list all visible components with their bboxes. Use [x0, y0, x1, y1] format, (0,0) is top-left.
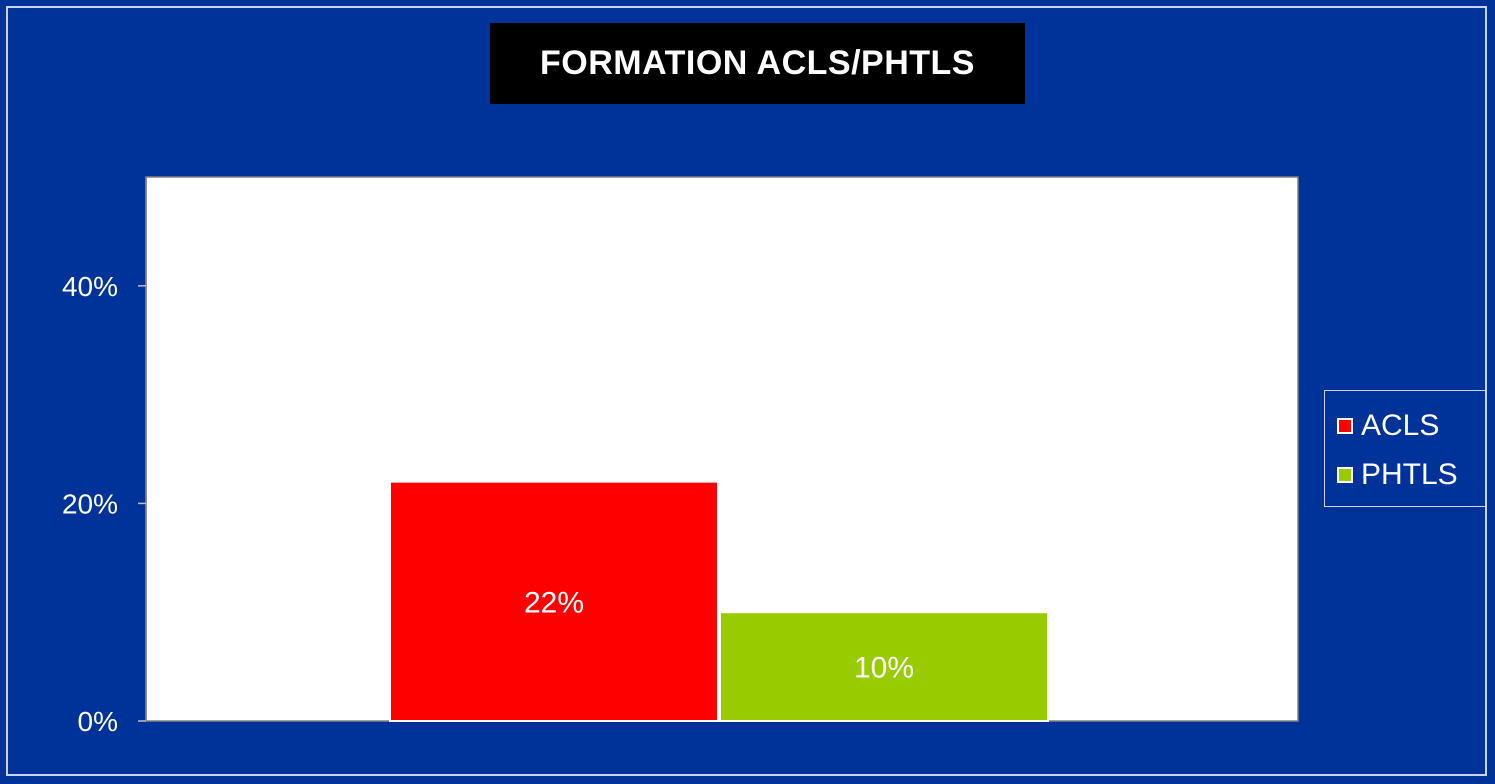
- legend-swatch-phtls: [1337, 466, 1353, 483]
- legend-item-acls: ACLS: [1337, 401, 1486, 450]
- bar-phtls: [719, 611, 1049, 723]
- y-tick-label: 40%: [62, 271, 118, 302]
- legend-label-acls: ACLS: [1361, 408, 1440, 442]
- data-labels: 22% 10%: [524, 586, 914, 684]
- legend: ACLS PHTLS: [1324, 390, 1487, 507]
- bars: [389, 480, 1049, 723]
- y-tick-label: 20%: [62, 488, 118, 519]
- y-tick-label: 0%: [78, 706, 118, 737]
- y-axis: 0% 20% 40%: [62, 177, 147, 737]
- legend-swatch-acls: [1337, 417, 1353, 434]
- data-label-phtls: 10%: [854, 652, 914, 685]
- bar-acls: [389, 480, 719, 723]
- chart-title: FORMATION ACLS/PHTLS: [490, 23, 1025, 104]
- legend-label-phtls: PHTLS: [1361, 457, 1458, 491]
- data-label-acls: 22%: [524, 586, 584, 619]
- legend-item-phtls: PHTLS: [1337, 450, 1486, 499]
